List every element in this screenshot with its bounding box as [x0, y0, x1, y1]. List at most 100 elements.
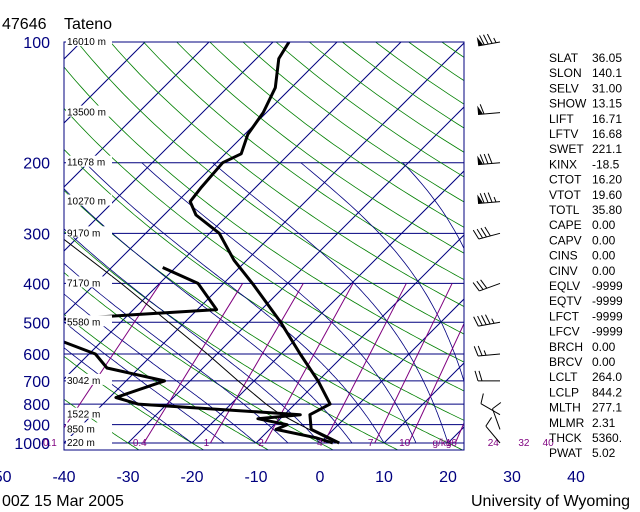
- dry-adiabat: [309, 42, 464, 153]
- index-name: EQLV: [549, 279, 580, 293]
- height-label: 850 m: [67, 424, 95, 435]
- wind-barb: [476, 33, 501, 47]
- index-name: PWAT: [549, 446, 583, 460]
- index-name: LFCT: [549, 309, 580, 323]
- height-label: 3042 m: [67, 376, 100, 387]
- height-label: 9170 m: [67, 228, 100, 239]
- index-value: -18.5: [592, 157, 620, 171]
- mixing-ratio-label: 7: [368, 438, 374, 449]
- dry-adiabat: [64, 66, 464, 363]
- index-value: 277.1: [592, 401, 622, 415]
- moist-adiabat: [64, 347, 193, 444]
- mixing-ratio-label: 1: [204, 438, 210, 449]
- pressure-tick-label: 200: [23, 156, 50, 173]
- index-name: MLMR: [549, 416, 585, 430]
- station-id: 47646: [2, 16, 47, 33]
- index-name: SELV: [549, 81, 579, 95]
- isotherm: [383, 362, 464, 444]
- wind-barb: [477, 153, 501, 166]
- index-value: 221.1: [592, 142, 622, 156]
- moist-adiabat: [64, 188, 353, 444]
- index-name: LCLP: [549, 385, 579, 399]
- index-value: 16.68: [592, 127, 622, 141]
- temperature-tick-label: 0: [316, 469, 325, 486]
- index-name: SHOW: [549, 97, 587, 111]
- temperature-tick-label: 30: [503, 469, 521, 486]
- dry-adiabat: [209, 42, 464, 228]
- dry-adiabat: [64, 230, 399, 450]
- mixing-ratio-line: [374, 283, 453, 444]
- pressure-tick-label: 600: [23, 347, 50, 364]
- wind-barb: [492, 402, 502, 430]
- index-value: 0.00: [592, 340, 616, 354]
- mixing-ratio-line: [143, 283, 244, 444]
- mixing-ratio-label: 24: [488, 438, 500, 449]
- dry-adiabat: [143, 42, 464, 281]
- index-value: 19.60: [592, 188, 622, 202]
- isotherm: [127, 106, 464, 444]
- index-value: 35.80: [592, 203, 622, 217]
- dry-adiabat: [176, 42, 464, 254]
- index-name: MLTH: [549, 401, 581, 415]
- index-value: 0.00: [592, 218, 616, 232]
- dry-adiabat: [64, 355, 205, 450]
- temperature-tick-label: 10: [375, 469, 393, 486]
- wind-barb: [472, 279, 501, 292]
- dry-adiabat: [64, 189, 464, 450]
- height-label-bg: [66, 276, 112, 288]
- index-value: 264.0: [592, 370, 622, 384]
- wind-barb: [485, 417, 501, 444]
- height-label: 5580 m: [67, 317, 100, 328]
- index-value: 36.05: [592, 51, 622, 65]
- index-name: EQTV: [549, 294, 582, 308]
- height-label-bg: [66, 407, 112, 419]
- height-label-bg: [66, 35, 112, 46]
- height-label: 220 m: [67, 438, 95, 449]
- isotherm: [255, 234, 464, 444]
- index-name: LFCV: [549, 325, 580, 339]
- footer-source: University of Wyoming: [471, 493, 630, 510]
- wind-barb: [474, 370, 500, 382]
- isotherm: [191, 170, 464, 444]
- height-label: 1522 m: [67, 410, 100, 421]
- temperature-tick-label: -10: [244, 469, 267, 486]
- height-label-bg: [66, 226, 112, 238]
- index-value: 5.02: [592, 446, 616, 460]
- station-name: Tateno: [64, 16, 112, 33]
- index-name: CINS: [549, 249, 578, 263]
- background-lines: [64, 42, 544, 450]
- mixing-ratio-labels: 0.1 0.4 1 2 4 7 10 16 24 32 40g/kg: [43, 438, 554, 449]
- index-value: 0.00: [592, 355, 616, 369]
- mixing-ratio-label: 32: [518, 438, 530, 449]
- index-value: 0.00: [592, 264, 616, 278]
- dry-adiabat: [64, 148, 464, 421]
- height-labels: 16010 m 13500 m 11678 m 10270 m 9170 m 7170 m…: [66, 35, 112, 449]
- index-value: -9999: [592, 309, 623, 323]
- index-value: -9999: [592, 294, 623, 308]
- height-label: 16010 m: [67, 37, 106, 48]
- mixing-ratio-label: 0.4: [133, 438, 147, 449]
- moist-adiabat: [64, 321, 225, 444]
- wind-barb: [472, 226, 501, 240]
- temperature-trace: [188, 42, 340, 445]
- height-label-bg: [66, 315, 112, 327]
- index-name: CAPV: [549, 233, 582, 247]
- index-value: 5360.: [592, 431, 622, 445]
- moist-adiabat: [64, 228, 321, 444]
- temperature-tick-label: 40: [567, 469, 585, 486]
- mixing-ratio-label: g/kg: [433, 438, 452, 449]
- index-value: 13.15: [592, 97, 622, 111]
- pressure-tick-label: 700: [23, 374, 50, 391]
- index-name: CTOT: [549, 173, 582, 187]
- height-label-bg: [66, 105, 112, 117]
- mixing-ratio-label: 2: [258, 438, 264, 449]
- pressure-tick-label: 300: [23, 226, 50, 243]
- moist-adiabat: [498, 163, 544, 443]
- index-name: TOTL: [549, 203, 580, 217]
- index-value: 2.31: [592, 416, 616, 430]
- dry-adiabat: [110, 42, 464, 308]
- indices-table: SLAT 36.05 SLON 140.1 SELV 31.00 SHOW 13.15 LIFT…: [549, 51, 623, 460]
- isotherm: [64, 42, 464, 444]
